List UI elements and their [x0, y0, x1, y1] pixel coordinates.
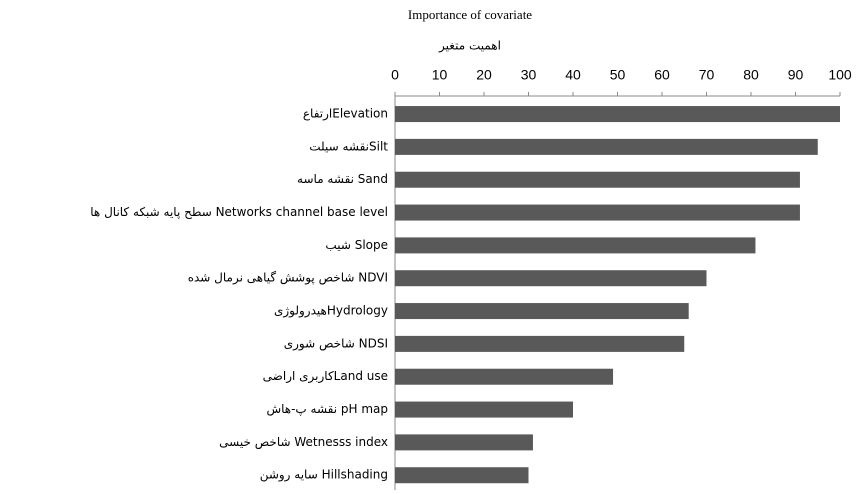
y-tick-label: نقشه پ-هاش pH map [266, 402, 388, 417]
y-tick-label: سطح پایه شبکه کانال ها Networks channel … [90, 205, 388, 219]
x-tick-label: 0 [391, 67, 399, 83]
bar [395, 204, 800, 221]
chart-subtitle: اهمیت متغیر [438, 39, 501, 54]
bar [395, 106, 840, 123]
bar [395, 171, 800, 188]
y-tick-label: کاربری اراضیLand use [263, 369, 388, 384]
y-tick-label: سایه روشن Hillshading [260, 468, 388, 483]
x-tick-label: 30 [521, 67, 537, 83]
bar [395, 237, 756, 254]
y-tick-label: شاخص خیسی Wetnesss index [219, 435, 388, 450]
y-tick-label: ارتفاعElevation [303, 107, 388, 122]
x-tick-label: 70 [699, 67, 715, 83]
y-tick-label: شیب Slope [325, 238, 388, 252]
bar [395, 467, 529, 484]
x-tick-label: 40 [565, 67, 581, 83]
y-tick-label: شاخص شوری NDSI [284, 336, 388, 351]
bar [395, 335, 685, 352]
bar [395, 401, 573, 418]
x-tick-label: 50 [610, 67, 626, 83]
bar [395, 138, 818, 155]
x-tick-label: 10 [432, 67, 448, 83]
bar [395, 303, 689, 320]
x-tick-label: 80 [743, 67, 759, 83]
x-tick-label: 100 [828, 67, 852, 83]
y-tick-label: هیدرولوژیHydrology [274, 304, 388, 319]
bar [395, 270, 707, 287]
y-tick-label: نقشه سیلتSilt [309, 139, 388, 153]
x-tick-label: 90 [788, 67, 804, 83]
y-tick-label: شاخص پوشش گیاهی نرمال شده NDVI [188, 271, 388, 286]
y-tick-label: نقشه ماسه Sand [297, 172, 388, 186]
x-tick-label: 20 [476, 67, 492, 83]
bar [395, 368, 614, 385]
chart-title: Importance of covariate [408, 7, 532, 22]
bar [395, 434, 533, 451]
x-tick-label: 60 [654, 67, 670, 83]
